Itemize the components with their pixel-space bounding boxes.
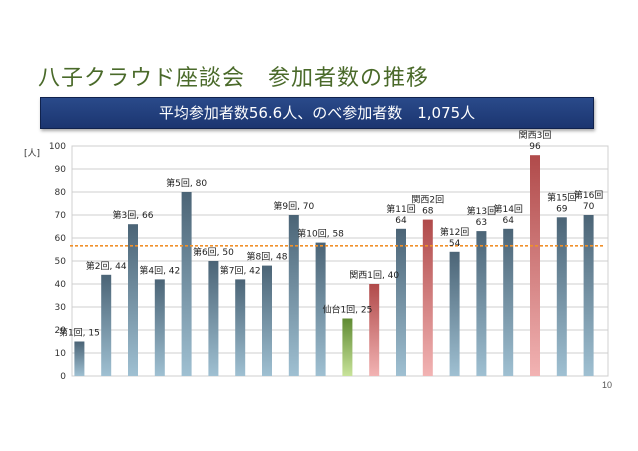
- data-label-line: 第9回, 70: [273, 200, 314, 212]
- data-label: 関西3回 96: [519, 130, 552, 152]
- data-labels: 第1回, 15 第2回, 44 第3回, 66 第4回, 42 第5回, 80 第6回, …: [59, 130, 603, 338]
- data-label: 第12回 54: [440, 226, 469, 249]
- data-label: 第6回, 50: [193, 246, 234, 258]
- y-tick-label: 100: [49, 142, 66, 152]
- data-label-line: 70: [583, 202, 595, 212]
- data-label: 第16回 70: [574, 189, 603, 212]
- data-label-line: 63: [476, 218, 487, 228]
- data-label-line: 第7回, 42: [220, 264, 261, 276]
- page-number: 10: [601, 380, 612, 390]
- bar: [262, 265, 272, 376]
- data-label-line: 第10回, 58: [297, 228, 344, 240]
- data-label-line: 第8回, 48: [247, 251, 288, 263]
- bar: [422, 219, 433, 376]
- data-label-line: 第11回: [386, 203, 415, 215]
- data-label: 関西2回 68: [411, 195, 444, 217]
- bar: [181, 192, 192, 376]
- data-label: 仙台1回, 25: [322, 304, 372, 316]
- bar: [449, 251, 460, 376]
- data-label-line: 第15回: [547, 191, 576, 203]
- data-label: 第14回 64: [493, 203, 522, 226]
- bar: [208, 261, 219, 376]
- data-label-line: 69: [556, 204, 568, 214]
- data-label: 第10回, 58: [297, 228, 344, 240]
- data-label: 第4回, 42: [139, 264, 180, 276]
- y-tick-label: 50: [55, 257, 67, 267]
- data-label-line: 第1回, 15: [59, 327, 100, 339]
- y-tick-label: 60: [55, 234, 67, 244]
- data-label-line: 第3回, 66: [113, 209, 154, 221]
- data-label-line: 関西3回: [519, 130, 552, 141]
- data-label: 第1回, 15: [59, 327, 100, 339]
- y-tick-label: 20: [55, 326, 67, 336]
- data-label: 関西1回, 40: [349, 270, 399, 281]
- y-tick-labels: 0 10 20 30 40 50 60 70 80 90 100: [49, 142, 66, 382]
- data-label: 第9回, 70: [273, 200, 314, 212]
- data-label-line: 第13回: [467, 205, 496, 217]
- data-label-line: 64: [395, 216, 407, 226]
- bar: [101, 274, 112, 376]
- data-label-line: 第6回, 50: [193, 246, 234, 258]
- data-label-line: 第12回: [440, 226, 469, 238]
- data-label-line: 第5回, 80: [166, 177, 207, 189]
- bar: [74, 341, 85, 376]
- y-tick-label: 10: [55, 349, 67, 359]
- bar: [476, 231, 487, 376]
- data-label: 第7回, 42: [220, 264, 261, 276]
- bar: [396, 228, 406, 376]
- data-label-line: 64: [502, 216, 514, 226]
- bar: [583, 215, 594, 376]
- data-label: 第2回, 44: [86, 260, 127, 272]
- bar: [128, 224, 138, 376]
- bar: [154, 279, 165, 376]
- data-label-line: 第4回, 42: [139, 264, 180, 276]
- bar: [503, 228, 514, 376]
- y-tick-label: 40: [55, 280, 67, 290]
- data-label: 第8回, 48: [247, 251, 288, 263]
- data-label-line: 第2回, 44: [86, 260, 127, 272]
- data-label-line: 96: [529, 142, 541, 152]
- data-label-line: 第14回: [493, 203, 522, 215]
- data-label: 第13回 63: [467, 205, 496, 228]
- y-tick-label: 0: [60, 372, 66, 382]
- bar: [235, 279, 246, 376]
- data-label-line: 関西2回: [411, 195, 444, 206]
- slide-title: 八子クラウド座談会 参加者数の推移: [38, 66, 430, 91]
- bar: [342, 318, 353, 376]
- data-label-line: 第16回: [574, 189, 603, 201]
- data-label: 第15回 69: [547, 191, 576, 214]
- data-label: 第11回 64: [386, 203, 415, 226]
- y-unit-label: [人]: [24, 148, 40, 159]
- data-label-line: 68: [422, 207, 434, 217]
- data-label: 第5回, 80: [166, 177, 207, 189]
- y-tick-label: 30: [55, 303, 67, 313]
- data-label-line: 関西1回, 40: [349, 270, 399, 281]
- bar: [315, 242, 326, 376]
- y-tick-label: 70: [55, 211, 67, 221]
- data-label-line: 仙台1回, 25: [322, 304, 372, 316]
- y-tick-label: 90: [55, 165, 67, 175]
- bar: [369, 284, 380, 376]
- bar: [288, 215, 299, 376]
- bar: [530, 155, 540, 376]
- data-label: 第3回, 66: [113, 209, 154, 221]
- y-tick-label: 80: [55, 188, 67, 198]
- bar: [556, 217, 567, 376]
- subtitle-banner: 平均参加者数56.6人、のべ参加者数 1,075人: [40, 97, 594, 129]
- data-label-line: 54: [449, 239, 461, 249]
- bars: [74, 155, 594, 376]
